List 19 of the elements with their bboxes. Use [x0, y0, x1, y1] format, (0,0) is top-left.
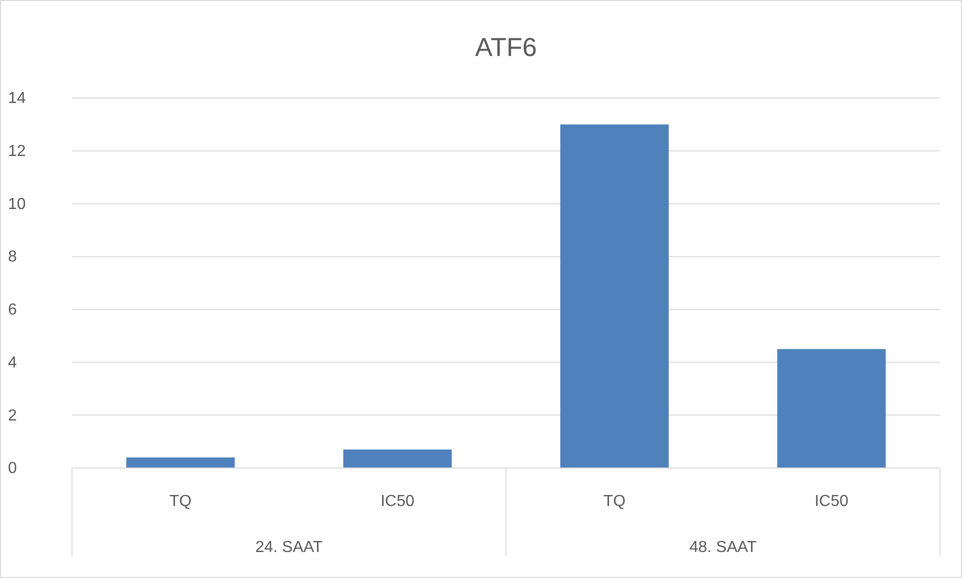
- bar: [343, 450, 452, 468]
- bar: [126, 457, 235, 468]
- x-tick-label: TQ: [603, 493, 626, 510]
- y-tick-label: 10: [8, 196, 26, 213]
- x-tick-label: IC50: [380, 493, 414, 510]
- x-tick-label: TQ: [169, 493, 192, 510]
- text: 48. SAAT: [689, 539, 757, 556]
- y-tick-label: 4: [8, 354, 17, 372]
- bar: [560, 124, 669, 468]
- y-tick-label: 2: [8, 407, 17, 424]
- y-tick-label: 6: [8, 302, 17, 319]
- x-tick-label: IC50: [814, 493, 848, 510]
- y-tick-label: 12: [8, 142, 26, 160]
- y-tick-label: 8: [8, 248, 17, 266]
- chart-title: ATF6: [475, 32, 537, 62]
- bar: [777, 349, 886, 468]
- y-tick-label: 14: [8, 90, 26, 108]
- y-tick-label: 0: [8, 460, 17, 478]
- text: 24. SAAT: [255, 539, 323, 556]
